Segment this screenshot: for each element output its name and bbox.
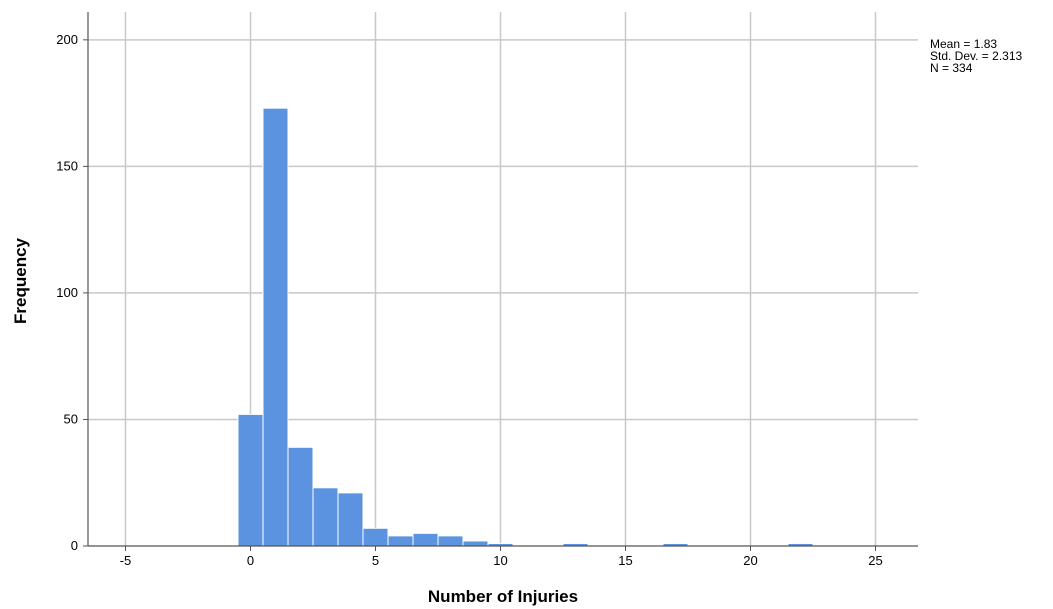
y-tick-label: 0 <box>71 538 78 553</box>
stats-n: N = 334 <box>930 61 973 75</box>
histogram-bar <box>437 535 464 547</box>
histogram-bar <box>287 446 314 547</box>
histogram-bar <box>412 532 439 547</box>
stats-mean: Mean = 1.83 <box>930 37 997 51</box>
y-tick-label: 100 <box>56 285 78 300</box>
axes-layer <box>87 12 918 547</box>
grid-layer <box>88 12 918 546</box>
histogram-bar <box>312 487 339 547</box>
x-tick-label: 25 <box>868 553 882 568</box>
stats-legend: Mean = 1.83 Std. Dev. = 2.313 N = 334 <box>930 37 1022 75</box>
x-tick-label: 0 <box>247 553 254 568</box>
histogram-bar <box>237 413 264 547</box>
histogram-bar <box>462 540 489 547</box>
x-tick-label: -5 <box>120 553 132 568</box>
x-tick-label: 5 <box>372 553 379 568</box>
ticks-layer: -5 0 5 10 15 20 25 0 50 100 150 200 <box>56 32 882 568</box>
histogram-bar <box>337 492 364 547</box>
histogram-bar <box>362 527 389 547</box>
histogram-bar <box>262 107 289 547</box>
y-tick-label: 200 <box>56 32 78 47</box>
y-tick-label: 150 <box>56 158 78 173</box>
x-tick-label: 20 <box>743 553 757 568</box>
y-axis-title: Frequency <box>11 237 30 324</box>
y-tick-label: 50 <box>64 411 78 426</box>
stats-std-dev: Std. Dev. = 2.313 <box>930 49 1022 63</box>
x-tick-label: 15 <box>618 553 632 568</box>
x-tick-label: 10 <box>493 553 507 568</box>
x-axis-title: Number of Injuries <box>428 587 578 606</box>
histogram-bar <box>387 535 414 547</box>
bars-layer <box>237 107 814 547</box>
